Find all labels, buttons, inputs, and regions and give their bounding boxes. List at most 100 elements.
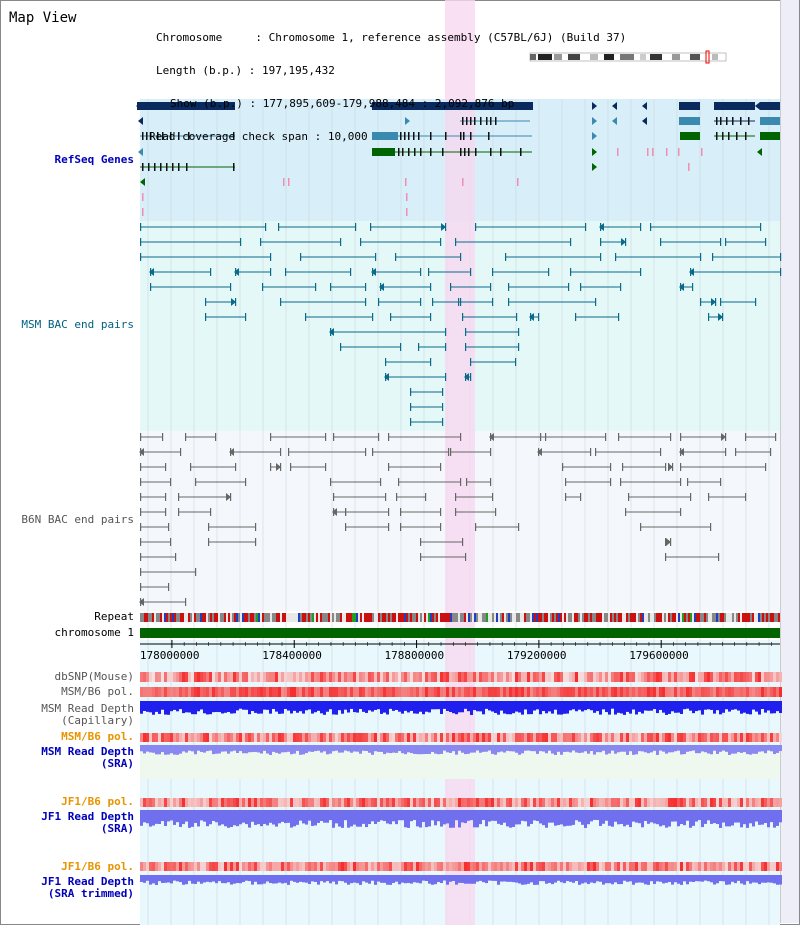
bac-end — [195, 478, 197, 486]
msm-pol-heat — [473, 687, 476, 697]
track-label-msm-depth-cap[interactable]: MSM Read Depth — [41, 702, 134, 715]
msm-pol-heat-2 — [419, 733, 422, 742]
track-label-msm-b6-pol[interactable]: MSM/B6 pol. — [61, 685, 134, 698]
track-label-jf1-b6-pol[interactable]: JF1/B6 pol. — [61, 795, 134, 808]
msm-pol-heat — [548, 687, 551, 697]
gene-exon — [172, 163, 174, 171]
track-label-refseq[interactable]: RefSeq Genes — [54, 153, 134, 166]
msm-depth-cap-bar — [566, 701, 569, 714]
dbsnp-heat — [776, 672, 779, 682]
gene-exon — [490, 117, 492, 125]
dbsnp-heat — [752, 672, 755, 682]
dbsnp-heat — [428, 672, 431, 682]
track-label-jf1-b6-pol-2[interactable]: JF1/B6 pol. — [61, 860, 134, 873]
bac-end — [410, 388, 412, 396]
jf1-depth-trim-bar — [461, 875, 464, 883]
msm-pol-heat — [362, 687, 365, 697]
jf1-pol-heat-2 — [323, 862, 326, 871]
msm-pol-heat-2 — [734, 733, 737, 742]
track-label-repeat[interactable]: Repeat — [94, 610, 134, 623]
msm-depth-cap-bar — [539, 701, 542, 715]
bac-end — [420, 298, 422, 306]
jf1-pol-heat — [563, 798, 566, 807]
repeat-mark — [714, 613, 716, 622]
jf1-pol-heat — [260, 798, 263, 807]
gene-arrow — [489, 433, 494, 441]
dbsnp-heat — [695, 672, 698, 682]
jf1-depth-sra-bar — [578, 810, 581, 822]
ideogram-marker — [705, 50, 710, 64]
jf1-pol-heat-2 — [731, 862, 734, 871]
jf1-depth-sra-bar — [371, 810, 374, 822]
jf1-pol-heat-2 — [272, 862, 275, 871]
track-label-msm-depth-sra[interactable]: MSM Read Depth — [41, 745, 134, 758]
track-label-msm-bac[interactable]: MSM BAC end pairs — [21, 318, 134, 331]
jf1-pol-heat-2 — [278, 862, 281, 871]
gene-arrow — [612, 117, 617, 125]
msm-depth-cap-bar — [431, 701, 434, 710]
jf1-pol-heat-2 — [173, 862, 176, 871]
jf1-depth-trim-bar — [749, 875, 752, 884]
msm-depth-cap-bar — [218, 701, 221, 713]
track-label-b6n-bac[interactable]: B6N BAC end pairs — [21, 513, 134, 526]
msm-depth-cap-bar — [353, 701, 356, 713]
jf1-pol-heat — [194, 798, 197, 807]
jf1-pol-heat — [224, 798, 227, 807]
jf1-pol-heat — [590, 798, 593, 807]
repeat-mark — [294, 613, 296, 622]
jf1-pol-heat-2 — [350, 862, 353, 871]
msm-pol-heat — [395, 687, 398, 697]
msm-pol-heat-2 — [629, 733, 632, 742]
repeat-mark — [730, 613, 732, 622]
msm-pol-heat-2 — [404, 733, 407, 742]
msm-depth-sra-bar — [761, 745, 764, 752]
dbsnp-heat — [587, 672, 590, 682]
msm-depth-sra-bar — [560, 745, 563, 755]
msm-pol-heat-2 — [149, 733, 152, 742]
msm-depth-sra-bar — [389, 745, 392, 754]
jf1-pol-heat — [350, 798, 353, 807]
track-label-msm-b6-pol-2[interactable]: MSM/B6 pol. — [61, 730, 134, 743]
right-scroll-strip[interactable] — [780, 0, 799, 923]
msm-pol-heat-2 — [467, 733, 470, 742]
msm-depth-sra-bar — [320, 745, 323, 753]
msm-pol-heat-2 — [626, 733, 629, 742]
gene-exon — [720, 117, 722, 125]
jf1-pol-heat-2 — [299, 862, 302, 871]
track-label-chromosome[interactable]: chromosome 1 — [54, 626, 134, 639]
jf1-pol-heat — [176, 798, 179, 807]
dbsnp-heat — [620, 672, 623, 682]
gene-exon — [408, 132, 410, 140]
jf1-depth-trim-bar — [251, 875, 254, 885]
bac-end — [165, 463, 167, 471]
repeat-mark — [444, 613, 446, 622]
msm-pol-heat-2 — [500, 733, 503, 742]
bac-end — [505, 253, 507, 261]
msm-pol-heat — [746, 687, 749, 697]
jf1-pol-heat-2 — [389, 862, 392, 871]
msm-depth-cap-bar — [716, 701, 719, 711]
bac-end — [458, 298, 460, 306]
msm-depth-sra-bar — [221, 745, 224, 752]
jf1-depth-sra-bar — [620, 810, 623, 824]
jf1-depth-trim-bar — [674, 875, 677, 883]
msm-pol-heat — [272, 687, 275, 697]
msm-depth-sra-bar — [164, 745, 167, 755]
track-label-jf1-depth-trim[interactable]: JF1 Read Depth — [41, 875, 134, 888]
snp-mark — [142, 193, 144, 201]
msm-depth-cap-bar — [689, 701, 692, 711]
show-value: 177,895,609-179,988,484 : 2,092,876 bp — [262, 97, 515, 110]
jf1-pol-heat-2 — [386, 862, 389, 871]
msm-pol-heat-2 — [317, 733, 320, 742]
jf1-pol-heat — [326, 798, 329, 807]
dbsnp-heat — [551, 672, 554, 682]
msm-pol-heat — [626, 687, 629, 697]
msm-depth-sra-bar — [767, 745, 770, 751]
dbsnp-heat — [509, 672, 512, 682]
track-label-dbsnp[interactable]: dbSNP(Mouse) — [54, 670, 134, 683]
msm-depth-cap-bar — [500, 701, 503, 711]
ideogram-band — [690, 54, 700, 60]
gene-bar-body — [714, 102, 755, 110]
track-label-jf1-depth-sra[interactable]: JF1 Read Depth — [41, 810, 134, 823]
